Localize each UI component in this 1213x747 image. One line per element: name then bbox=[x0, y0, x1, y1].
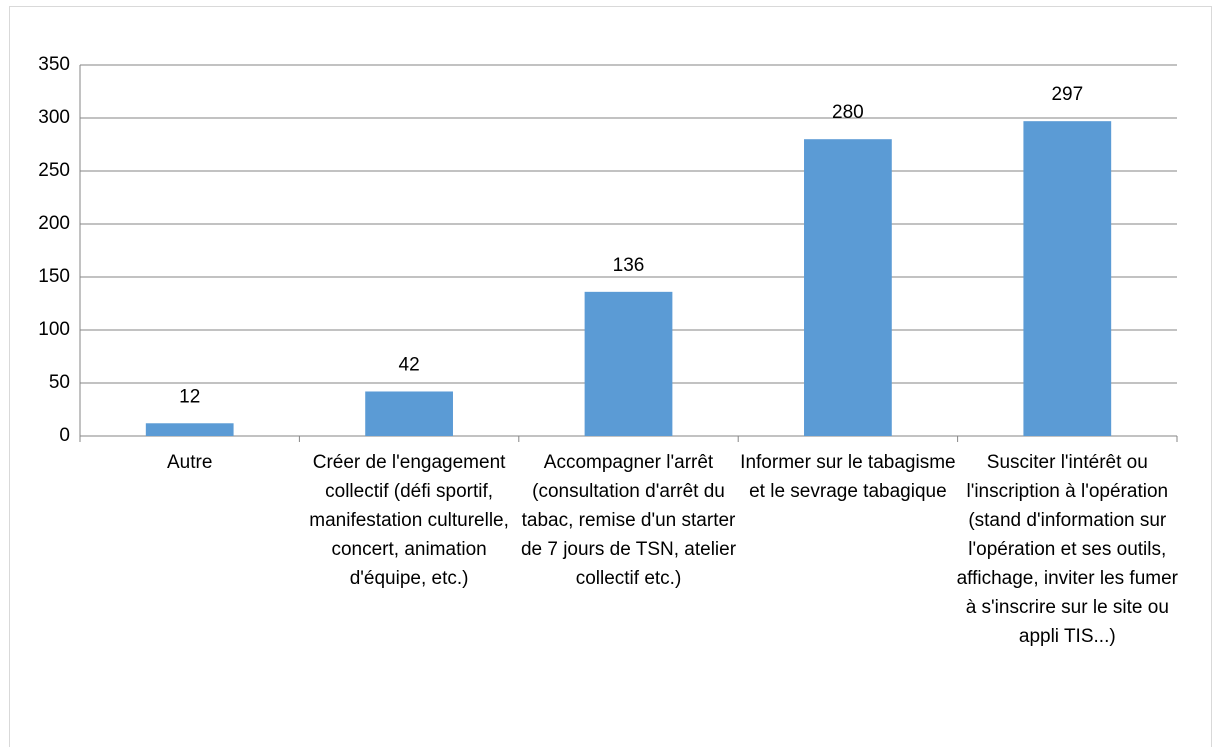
bar bbox=[804, 139, 892, 436]
data-label: 12 bbox=[179, 386, 200, 407]
y-tick-label: 350 bbox=[38, 54, 70, 75]
data-label: 297 bbox=[1051, 84, 1083, 105]
x-tick-label-box: Susciter l'intérêt ou l'inscription à l'… bbox=[956, 452, 1178, 647]
x-tick-label-box: Créer de l'engagement collectif (défi sp… bbox=[309, 452, 509, 589]
y-tick-label: 0 bbox=[59, 425, 70, 446]
y-tick-label: 250 bbox=[38, 160, 70, 181]
x-tick-label: Accompagner l'arrêt (consultation d'arrê… bbox=[520, 452, 737, 589]
x-tick-label-box: Accompagner l'arrêt (consultation d'arrê… bbox=[520, 452, 737, 589]
chart-border bbox=[9, 6, 1212, 747]
bar bbox=[145, 423, 234, 436]
data-label: 136 bbox=[613, 255, 645, 276]
x-tick-label: Susciter l'intérêt ou l'inscription à l'… bbox=[956, 452, 1178, 647]
x-tick-label-box: Autre bbox=[166, 452, 213, 473]
y-tick-label: 50 bbox=[49, 372, 70, 393]
x-tick-label: Informer sur le tabagisme et le sevrage … bbox=[740, 452, 956, 502]
y-tick-label: 100 bbox=[38, 319, 70, 340]
y-tick-label: 300 bbox=[38, 107, 70, 128]
bar bbox=[584, 291, 673, 436]
bar bbox=[1023, 121, 1112, 437]
y-tick-label: 200 bbox=[38, 213, 70, 234]
data-label: 42 bbox=[399, 354, 420, 375]
y-tick-label: 150 bbox=[38, 266, 70, 287]
x-tick-label: Créer de l'engagement collectif (défi sp… bbox=[309, 452, 509, 589]
x-tick-label: Autre bbox=[166, 452, 213, 473]
data-label: 280 bbox=[832, 102, 864, 123]
x-tick-label-box: Informer sur le tabagisme et le sevrage … bbox=[740, 452, 956, 502]
bar bbox=[365, 391, 453, 436]
